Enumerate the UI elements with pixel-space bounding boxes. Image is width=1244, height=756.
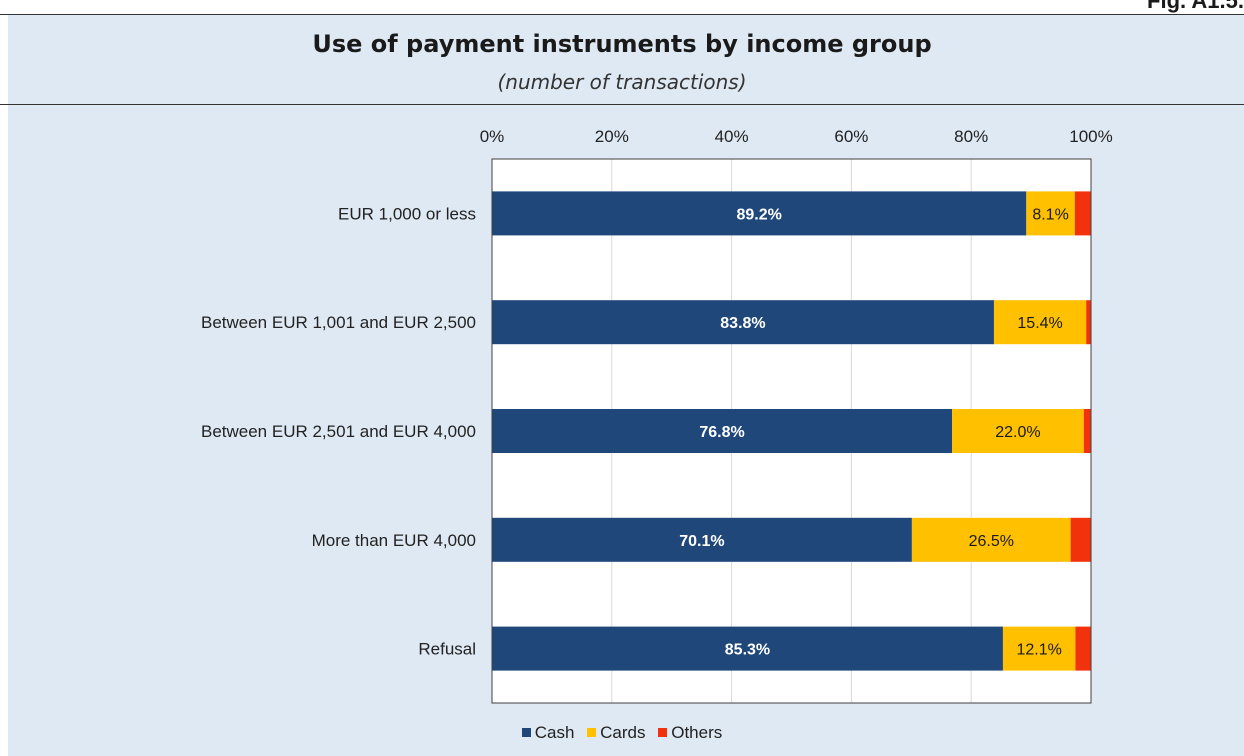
bar-cash	[492, 409, 953, 453]
legend-label-cards: Cards	[600, 723, 646, 742]
category-label: Between EUR 2,501 and EUR 4,000	[201, 422, 476, 441]
data-label-cards: 26.5%	[969, 533, 1014, 550]
bar-others	[1070, 517, 1091, 562]
x-tick-label: 80%	[954, 127, 988, 146]
data-label-cards: 12.1%	[1016, 642, 1061, 659]
x-tick-label: 20%	[595, 127, 629, 146]
chart-legend: Cash Cards Others	[0, 723, 1244, 743]
bar-cash	[492, 517, 912, 562]
legend-swatch-cash	[521, 728, 531, 737]
x-tick-label: 60%	[834, 127, 868, 146]
bar-others	[1086, 300, 1091, 345]
x-tick-label: 0%	[480, 127, 505, 146]
plot-border	[491, 158, 1092, 704]
x-tick-label: 100%	[1069, 127, 1112, 146]
bar-cards	[1026, 191, 1075, 236]
category-label: Refusal	[418, 640, 476, 659]
category-label: More than EUR 4,000	[312, 531, 476, 550]
chart-subtitle: (number of transactions)	[497, 70, 747, 94]
bar-cards	[911, 517, 1071, 562]
legend-item-cards: Cards	[587, 723, 646, 743]
title-divider	[0, 104, 1244, 105]
data-label-cash: 83.8%	[720, 315, 765, 332]
bar-cards	[993, 300, 1087, 345]
data-label-cash: 85.3%	[725, 642, 770, 659]
legend-label-cash: Cash	[534, 723, 575, 742]
bar-others	[1083, 409, 1091, 453]
legend-swatch-cards	[587, 728, 597, 737]
legend-item-cash: Cash	[521, 723, 575, 743]
chart-title: Use of payment instruments by income gro…	[312, 30, 932, 58]
data-label-cash: 70.1%	[679, 533, 724, 550]
category-label: Between EUR 1,001 and EUR 2,500	[201, 313, 476, 332]
bar-cash	[492, 191, 1027, 236]
figure-label: Fig. A1.5.	[1147, 0, 1244, 13]
bar-cards	[952, 409, 1084, 453]
category-label: EUR 1,000 or less	[338, 204, 476, 223]
bar-cash	[492, 626, 1003, 671]
data-label-cash: 76.8%	[699, 424, 744, 441]
bar-others	[1074, 191, 1091, 236]
data-label-cards: 22.0%	[995, 424, 1040, 441]
top-rule	[0, 14, 1244, 15]
data-label-cards: 15.4%	[1017, 315, 1062, 332]
legend-label-others: Others	[671, 723, 723, 742]
x-tick-label: 40%	[715, 127, 749, 146]
bar-others	[1075, 626, 1091, 671]
data-label-cash: 89.2%	[736, 206, 781, 223]
bar-cash	[492, 300, 994, 345]
legend-swatch-others	[658, 728, 668, 737]
bar-cards	[1002, 626, 1076, 671]
legend-item-others: Others	[658, 723, 722, 743]
data-label-cards: 8.1%	[1032, 206, 1068, 223]
